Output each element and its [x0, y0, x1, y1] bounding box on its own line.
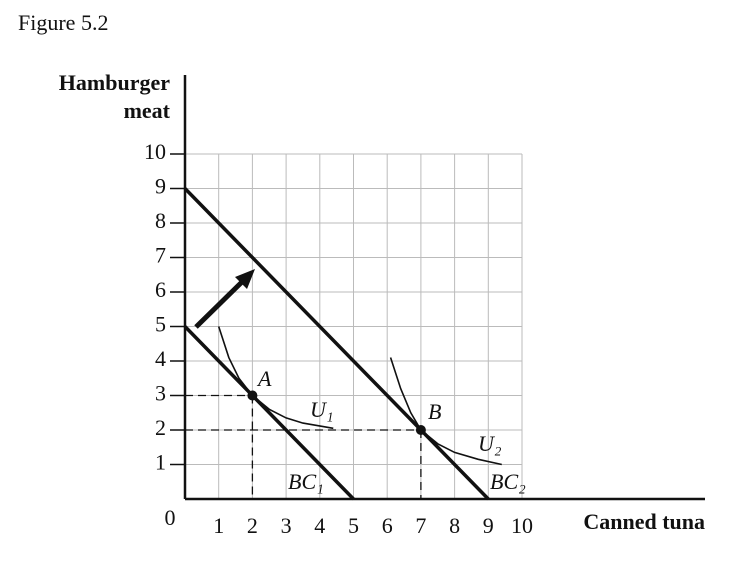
x-tick-label: 1 — [213, 513, 224, 538]
x-tick-label: 10 — [511, 513, 533, 538]
y-tick-label: 5 — [155, 312, 166, 337]
y-axis-label: Hamburger — [59, 70, 170, 95]
series-line — [217, 326, 334, 430]
y-tick-label: 10 — [144, 139, 166, 164]
x-tick-label: 9 — [483, 513, 494, 538]
series-label: BC₂ — [490, 469, 526, 494]
y-tick-label: 7 — [155, 243, 166, 268]
y-tick-label: 2 — [155, 415, 166, 440]
series-label: U₂ — [478, 431, 502, 456]
x-tick-label: 2 — [247, 513, 258, 538]
grid — [185, 153, 523, 499]
shift-arrow — [194, 269, 255, 329]
point — [415, 425, 426, 435]
x-tick-label: 5 — [348, 513, 359, 538]
x-tick-label: 0 — [165, 505, 176, 530]
x-tick-label: 4 — [314, 513, 325, 538]
series-label: BC₁ — [288, 469, 324, 494]
x-axis-label: Canned tuna — [583, 509, 705, 534]
y-tick-label: 4 — [155, 346, 166, 371]
series-label: U₁ — [310, 397, 334, 422]
y-tick-label: 9 — [155, 174, 166, 199]
x-tick-label: 3 — [281, 513, 292, 538]
series-line — [389, 357, 502, 466]
chart-title: Figure 5.2 — [18, 10, 108, 35]
point-label: A — [256, 366, 272, 391]
series-line — [183, 187, 490, 501]
series-line — [183, 325, 355, 501]
y-axis-label: meat — [124, 98, 171, 123]
y-tick-label: 3 — [155, 381, 166, 406]
x-tick-label: 6 — [382, 513, 393, 538]
y-tick-label: 8 — [155, 208, 166, 233]
y-tick-label: 6 — [155, 277, 166, 302]
y-tick-label: 1 — [155, 450, 166, 475]
x-tick-label: 7 — [415, 513, 426, 538]
point — [247, 390, 258, 401]
point-label: B — [428, 399, 441, 424]
x-tick-label: 8 — [449, 513, 460, 538]
